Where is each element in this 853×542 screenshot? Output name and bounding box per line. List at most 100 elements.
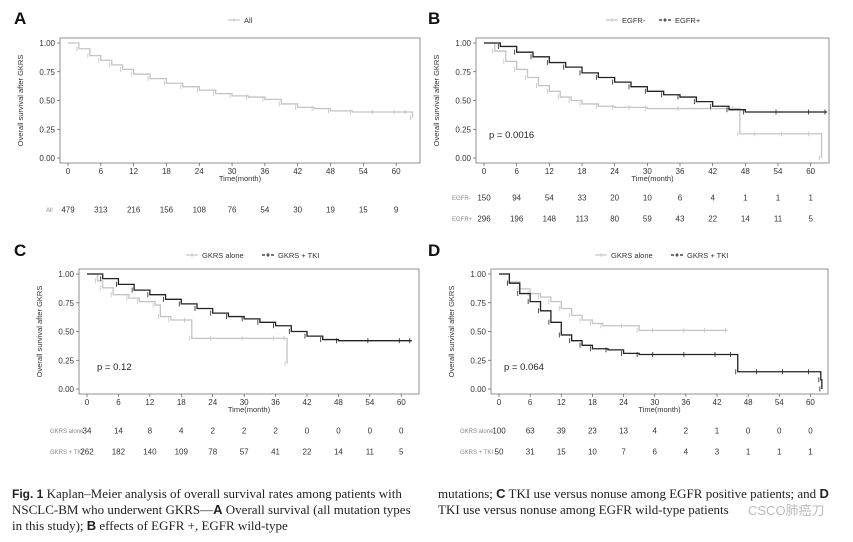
risk-table-value: 1	[776, 194, 781, 203]
risk-table-value: 313	[94, 206, 108, 215]
risk-table-value: 1	[715, 427, 720, 436]
x-tick-label: 42	[293, 167, 302, 176]
plot-frame	[475, 37, 830, 164]
x-tick-label: 6	[514, 167, 519, 176]
risk-table-value: 4	[710, 194, 715, 203]
caption-right-text1: mutations;	[438, 486, 493, 501]
x-tick-label: 6	[116, 398, 121, 407]
risk-table-value: 10	[588, 448, 597, 457]
p-value: p = 0.0016	[489, 130, 534, 141]
risk-table-value: 76	[228, 206, 237, 215]
legend-entry: All	[244, 16, 253, 25]
risk-table-value: 6	[678, 194, 683, 203]
risk-table-value: 0	[368, 427, 373, 436]
risk-table-value: 14	[114, 427, 123, 436]
x-tick-label: 12	[145, 398, 154, 407]
y-tick-label: 1.00	[58, 270, 74, 279]
panel-d: D0.000.250.500.751.000 6 12 18 24 30 36 42 48 54 6…	[428, 241, 829, 457]
x-tick-label: 48	[744, 398, 753, 407]
plot-frame	[78, 268, 420, 395]
x-tick-label: 0	[482, 167, 487, 176]
panel-b: B0.000.250.500.751.000 6 12 18 24 30 36 42 48 54 6…	[428, 9, 830, 224]
y-tick-label: 0.25	[58, 356, 74, 365]
x-axis-label: Time(month)	[228, 405, 271, 414]
x-tick-label: 18	[162, 167, 171, 176]
risk-table-value: 2	[684, 427, 689, 436]
x-tick-label: 30	[228, 167, 237, 176]
risk-table-value: 3	[715, 448, 720, 457]
caption-b-text: effects of EGFR +, EGFR wild-type	[99, 518, 288, 533]
caption-panel-a: A	[213, 502, 223, 517]
risk-table-value: 6	[652, 448, 657, 457]
caption-d-text: TKI use versus nonuse among EGFR wild-ty…	[438, 502, 729, 517]
risk-table-value: 156	[160, 206, 174, 215]
x-tick-label: 24	[619, 398, 628, 407]
risk-table-value: 11	[366, 448, 375, 457]
risk-table-value: 100	[492, 427, 506, 436]
risk-table-value: 109	[175, 448, 189, 457]
risk-table-value: 11	[774, 215, 783, 224]
risk-table-value: 1	[746, 448, 751, 457]
risk-table-value: 140	[143, 448, 157, 457]
risk-table-value: 34	[83, 427, 92, 436]
risk-table-value: 0	[336, 427, 341, 436]
risk-table-value: 0	[808, 427, 813, 436]
legend-entry: EGFR-	[622, 16, 646, 25]
risk-table-value: 15	[359, 206, 368, 215]
survival-curve-gkrs-tki	[87, 273, 412, 342]
x-tick-label: 42	[303, 398, 312, 407]
risk-table-value: 30	[293, 206, 302, 215]
risk-table-value: 2	[242, 427, 247, 436]
risk-table-row-label: GKRS alone	[460, 429, 494, 435]
risk-table-value: 0	[305, 427, 310, 436]
y-tick-label: 0.75	[455, 68, 471, 77]
panel-letter: C	[14, 241, 26, 260]
watermark: CSCO肺癌刀	[748, 503, 825, 518]
x-tick-label: 48	[326, 167, 335, 176]
risk-table-value: 296	[477, 215, 491, 224]
risk-table-value: 54	[260, 206, 269, 215]
y-tick-label: 0.50	[455, 97, 471, 106]
risk-table-value: 4	[684, 448, 689, 457]
y-tick-label: 0.75	[470, 299, 486, 308]
risk-table-value: 5	[808, 215, 813, 224]
y-tick-label: 1.00	[39, 39, 55, 48]
x-tick-label: 54	[774, 167, 783, 176]
risk-table-value: 1	[743, 194, 748, 203]
x-tick-label: 0	[85, 398, 90, 407]
x-tick-label: 54	[775, 398, 784, 407]
p-value: p = 0.12	[97, 362, 132, 373]
panel-letter: B	[428, 9, 440, 28]
x-tick-label: 6	[99, 167, 104, 176]
x-tick-label: 24	[208, 398, 217, 407]
caption-left-text: Kaplan–Meier analysis of overall surviva…	[12, 486, 402, 517]
caption-c-text: TKI use versus nonuse among EGFR positiv…	[508, 486, 795, 501]
x-tick-label: 48	[741, 167, 750, 176]
risk-table-row-label: GKRS alone	[50, 429, 84, 435]
figure-label: Fig. 1	[12, 487, 44, 501]
survival-curve-all	[68, 42, 414, 118]
y-tick-label: 0.00	[39, 154, 55, 163]
risk-table-value: 2	[273, 427, 278, 436]
risk-table-value: 8	[148, 427, 153, 436]
risk-table-value: 80	[610, 215, 619, 224]
risk-table-value: 2	[210, 427, 215, 436]
risk-table-value: 182	[112, 448, 126, 457]
x-tick-label: 24	[610, 167, 619, 176]
x-tick-label: 36	[681, 398, 690, 407]
x-tick-label: 42	[713, 398, 722, 407]
caption-left: Fig. 1 Kaplan–Meier analysis of overall …	[12, 486, 412, 534]
risk-table-value: 1	[808, 194, 813, 203]
risk-table-value: 22	[708, 215, 717, 224]
risk-table-value: 78	[208, 448, 217, 457]
survival-curve-egfr-	[484, 42, 823, 158]
panel-letter: D	[428, 241, 440, 260]
y-axis-label: Overall survival after GKRS	[447, 286, 456, 378]
x-tick-label: 12	[545, 167, 554, 176]
risk-table-value: 23	[588, 427, 597, 436]
y-tick-label: 0.75	[39, 68, 55, 77]
legend-entry: EGFR+	[675, 16, 701, 25]
risk-table-value: 0	[746, 427, 751, 436]
risk-table-value: 196	[510, 215, 524, 224]
risk-table-value: 0	[777, 427, 782, 436]
